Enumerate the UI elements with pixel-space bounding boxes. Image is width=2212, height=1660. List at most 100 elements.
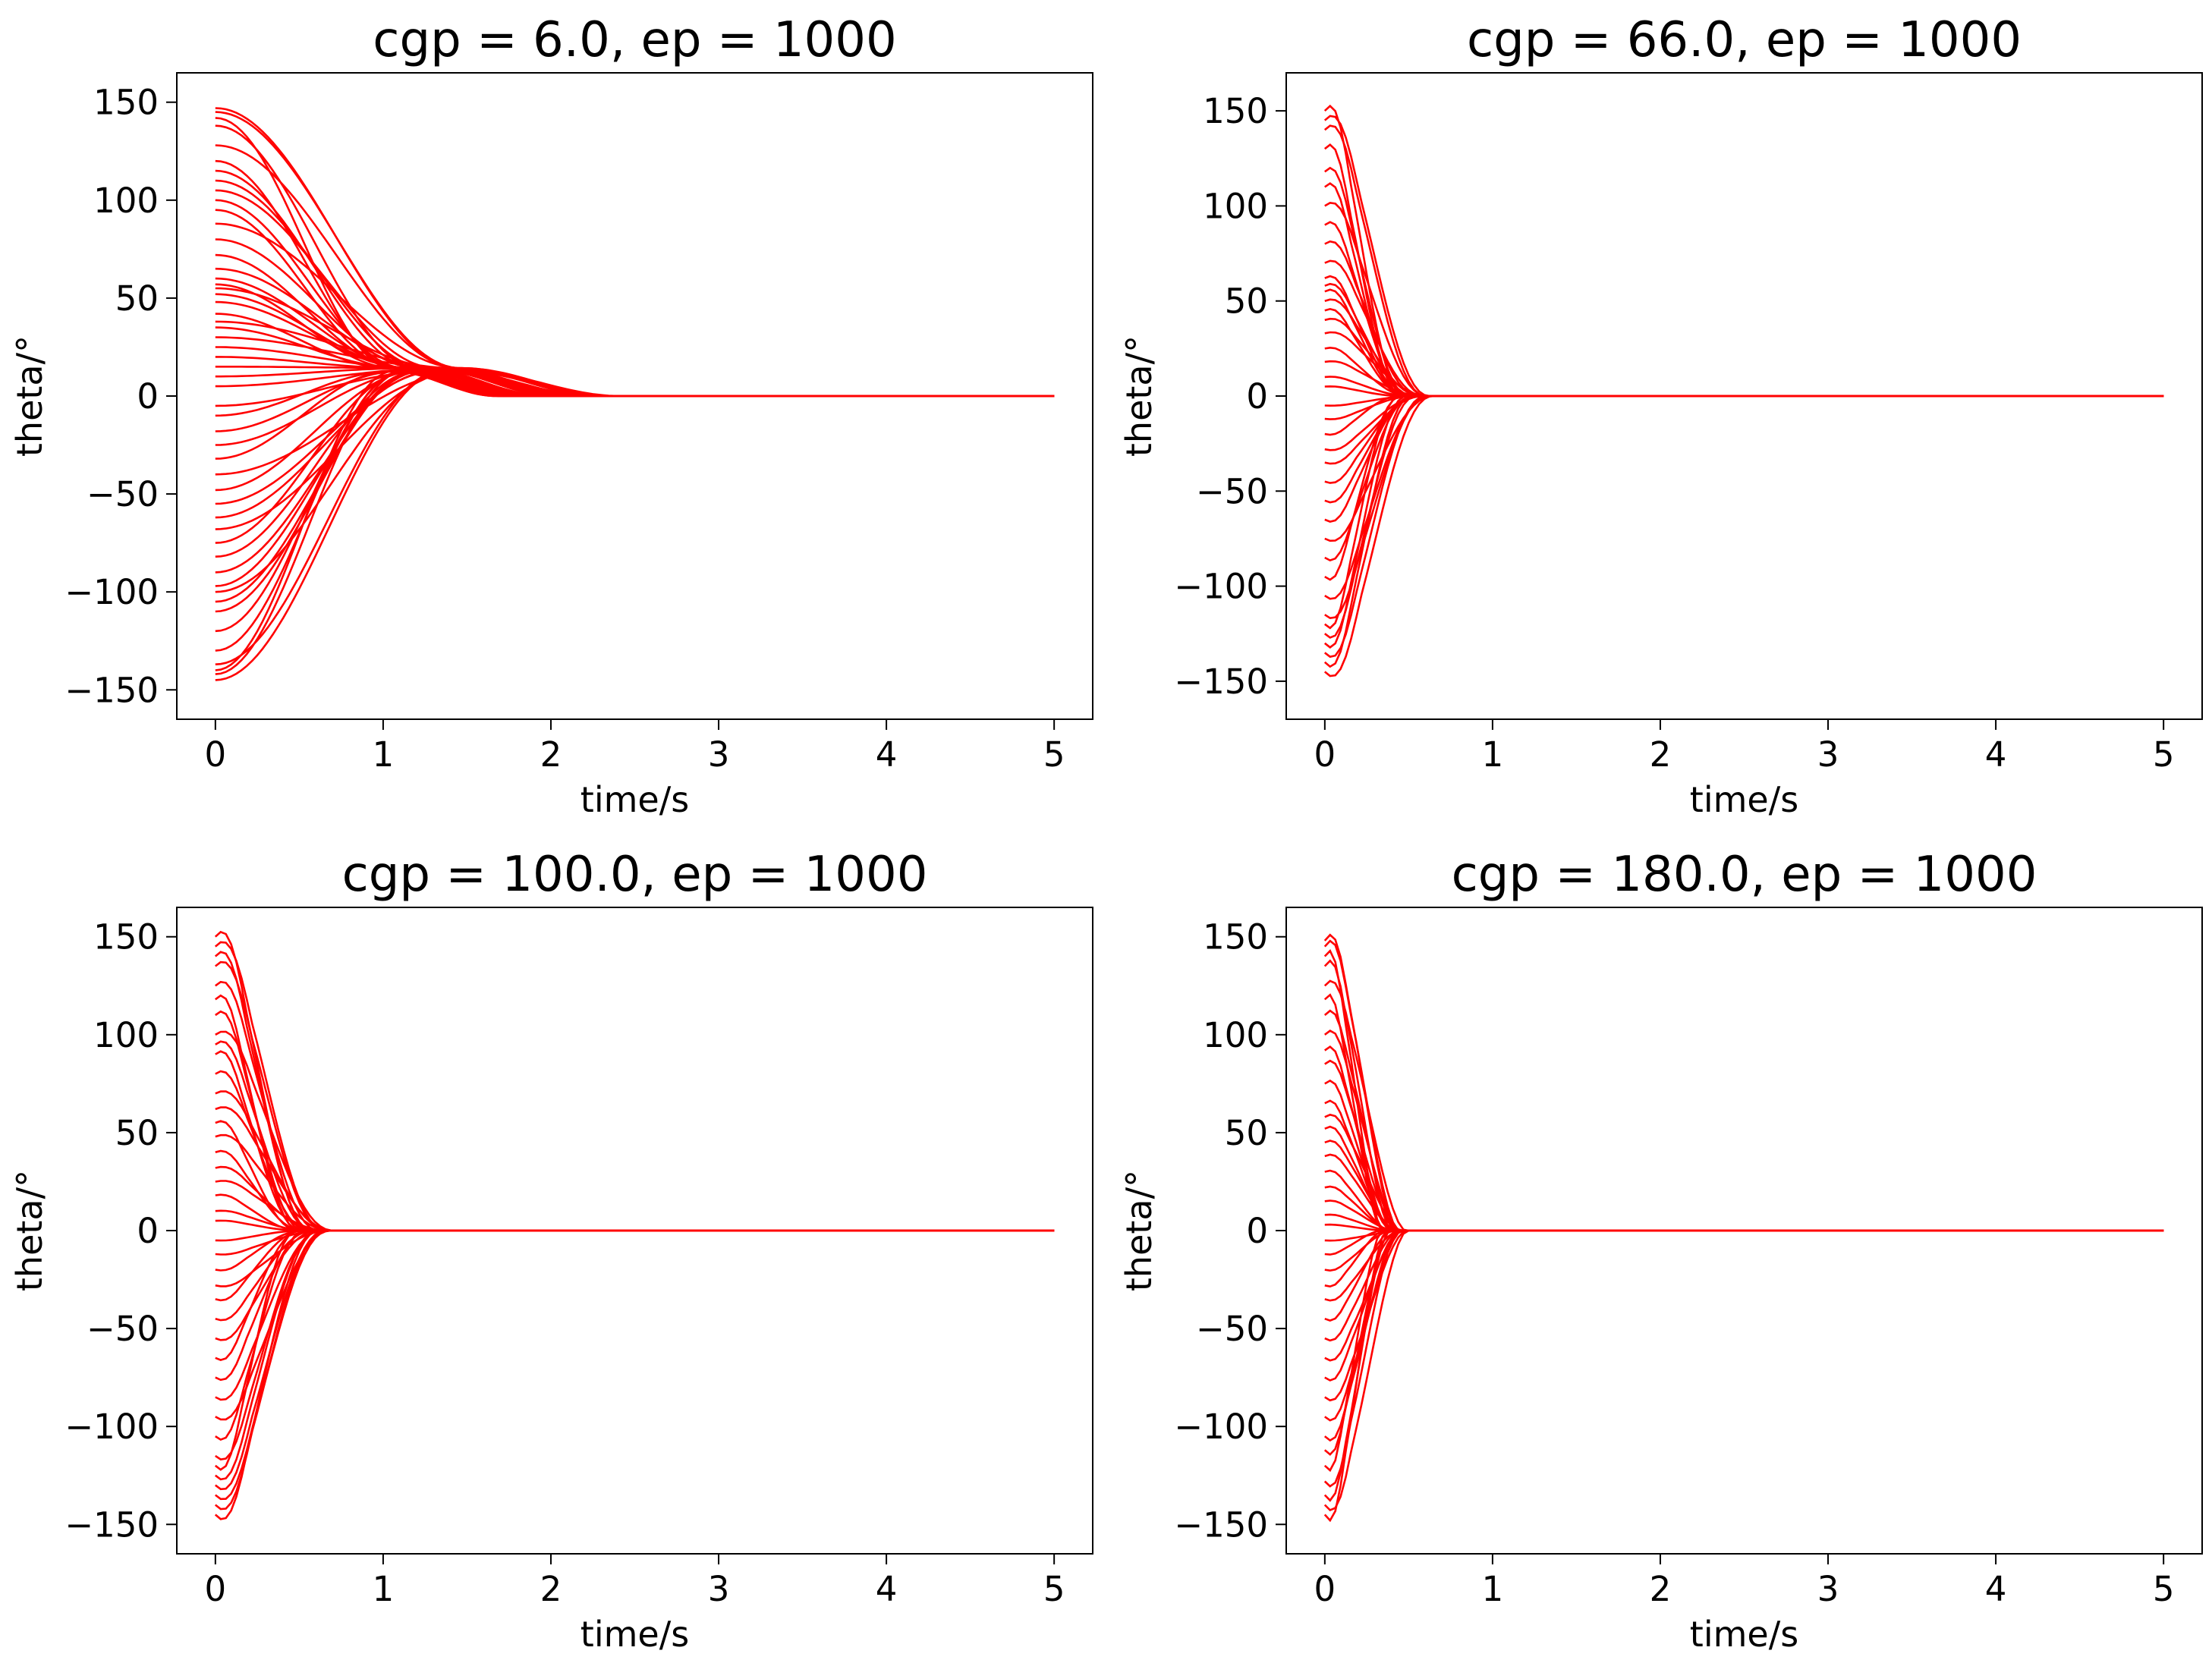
x-tick-label: 5 xyxy=(2153,1569,2175,1609)
series-line xyxy=(215,1229,1055,1460)
series-line xyxy=(1323,1229,2164,1442)
series-line xyxy=(215,369,1055,671)
series-line xyxy=(215,369,1055,652)
series-line xyxy=(1324,395,2164,436)
series-line xyxy=(1324,240,2164,398)
series-line xyxy=(1324,259,2164,398)
series-line xyxy=(1324,346,2164,398)
series-line xyxy=(1324,395,2164,659)
series-line xyxy=(215,1010,1055,1232)
y-tick-label: −150 xyxy=(1174,662,1268,702)
series-line xyxy=(1324,282,2164,398)
series-line xyxy=(1324,1185,2164,1232)
series-line xyxy=(1324,395,2164,451)
x-tick-label: 2 xyxy=(1650,1569,1672,1609)
series-line xyxy=(1324,395,2164,581)
series-line xyxy=(215,1229,1055,1272)
y-tick-label: −150 xyxy=(65,670,159,710)
series-line xyxy=(215,1229,1055,1491)
series-line xyxy=(1324,395,2164,600)
series-line xyxy=(1324,395,2164,630)
series-line xyxy=(215,960,1055,1232)
x-tick-label: 1 xyxy=(1482,734,1504,775)
series-line xyxy=(215,366,1055,398)
series-line xyxy=(215,179,1055,398)
series-line xyxy=(1324,275,2164,398)
series-line xyxy=(1324,331,2164,398)
series-line xyxy=(215,1229,1055,1481)
series-line xyxy=(1323,979,2164,1232)
series-line xyxy=(1323,395,2164,649)
y-tick-label: 0 xyxy=(137,376,159,417)
series-group xyxy=(215,107,1055,681)
series-line xyxy=(1324,1099,2164,1232)
y-axis-label: theta/° xyxy=(9,335,50,457)
y-tick-label: −100 xyxy=(1174,1407,1268,1447)
series-line xyxy=(1323,104,2164,398)
series-line xyxy=(1324,395,2164,639)
series-line xyxy=(1324,1079,2164,1232)
series-group xyxy=(1323,933,2164,1523)
series-line xyxy=(215,369,1055,665)
series-line xyxy=(215,1229,1055,1341)
x-tick-label: 4 xyxy=(876,1569,898,1609)
x-tick-label: 5 xyxy=(1043,1569,1065,1609)
series-line xyxy=(215,366,1055,398)
series-line xyxy=(1324,395,2164,542)
y-tick-label: 100 xyxy=(1203,1015,1268,1055)
series-line xyxy=(215,1120,1055,1232)
y-tick-label: 50 xyxy=(1225,1113,1268,1153)
x-tick-label: 2 xyxy=(540,734,562,775)
series-line xyxy=(1324,1140,2164,1232)
series-line xyxy=(1323,1229,2164,1456)
series-line xyxy=(1324,395,2164,407)
y-axis-label: theta/° xyxy=(1119,1170,1159,1291)
series-line xyxy=(1324,395,2164,562)
series-line xyxy=(1324,395,2164,484)
x-axis-label: time/s xyxy=(1690,1614,1798,1655)
series-line xyxy=(214,1229,1055,1511)
series-line xyxy=(1324,385,2164,398)
y-tick-label: −50 xyxy=(87,474,159,514)
series-line xyxy=(215,369,1055,603)
series-line xyxy=(214,941,1055,1232)
series-line xyxy=(1323,933,2164,1232)
x-tick-label: 3 xyxy=(1817,734,1839,775)
series-line xyxy=(1324,221,2164,398)
chart-title: cgp = 6.0, ep = 1000 xyxy=(373,12,896,68)
series-line xyxy=(215,107,1055,398)
series-line xyxy=(1324,395,2164,523)
x-tick-label: 5 xyxy=(2153,734,2175,775)
series-line xyxy=(215,277,1055,398)
series-line xyxy=(215,369,1055,558)
y-tick-label: 150 xyxy=(93,917,159,957)
y-tick-label: 0 xyxy=(137,1211,159,1251)
series-line xyxy=(215,300,1055,398)
series-line xyxy=(1324,298,2164,398)
series-line xyxy=(215,1209,1055,1232)
y-tick-label: 50 xyxy=(115,278,159,319)
y-tick-label: −50 xyxy=(1196,471,1268,511)
series-line xyxy=(215,369,1055,587)
series-line xyxy=(1324,395,2164,504)
y-tick-label: 100 xyxy=(93,1015,159,1055)
series-line xyxy=(215,1229,1055,1302)
chart-title: cgp = 180.0, ep = 1000 xyxy=(1452,847,2037,903)
series-line xyxy=(1323,1009,2164,1232)
series-line xyxy=(215,267,1055,398)
series-line xyxy=(215,1229,1055,1322)
series-line xyxy=(1324,1229,2164,1342)
series-line xyxy=(215,1229,1055,1242)
series-line xyxy=(1324,395,2164,465)
series-line xyxy=(215,1229,1055,1421)
series-line xyxy=(1324,1229,2164,1272)
series-line xyxy=(215,169,1055,398)
series-line xyxy=(215,1070,1055,1232)
y-tick-label: 0 xyxy=(1246,376,1268,417)
subplot-2: 0 1 2 3 4 5 150 100 50 0 −50 −100 −150 cgp = 66.0, ep… xyxy=(1119,12,2203,820)
series-line xyxy=(214,930,1055,1232)
x-tick-label: 0 xyxy=(205,734,227,775)
subplot-1: 0 1 2 3 4 5 150 100 50 0 −50 −100 −150 cgp = 6.0, ep … xyxy=(9,12,1093,820)
series-line xyxy=(1323,395,2164,668)
series-line xyxy=(1324,1199,2164,1232)
